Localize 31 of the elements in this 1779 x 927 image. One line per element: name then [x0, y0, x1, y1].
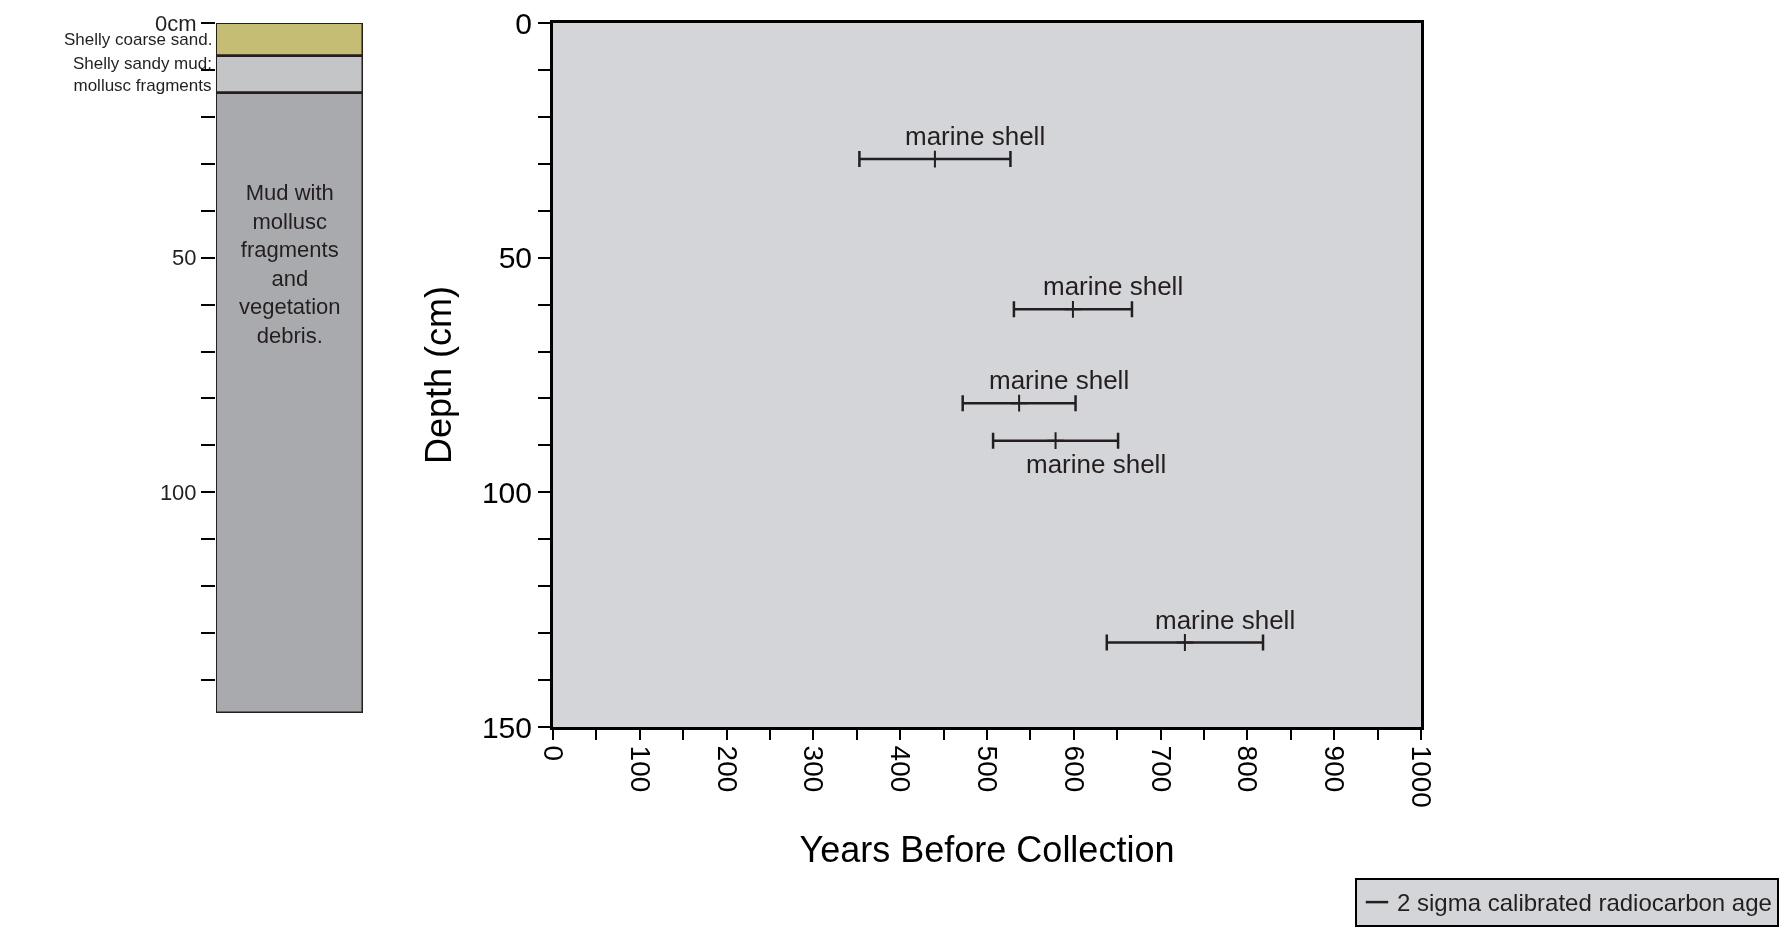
point: [1046, 431, 1065, 451]
series-label: Shelly sandy mud; mollusc fragments: [73, 54, 212, 96]
x-tick-label: 700: [1145, 745, 1177, 793]
legend-label: 2 sigma calibrated radiocarbon age: [1397, 889, 1772, 917]
annotation: marine shell: [1026, 449, 1167, 479]
point: [1009, 393, 1029, 413]
x-tick-label: 800: [1232, 745, 1264, 793]
x-axis-title: Years Before Collection: [799, 828, 1175, 870]
annotation: marine shell: [905, 121, 1046, 151]
point: [1175, 633, 1195, 652]
y-tick-label: 150: [481, 710, 532, 744]
y-tick-label: 50: [172, 245, 197, 271]
y-tick-label: 50: [498, 241, 532, 275]
x-tick-label: 0: [537, 745, 569, 762]
annotation: marine shell: [989, 365, 1130, 395]
point: [1063, 299, 1083, 319]
x-tick-label: 300: [798, 745, 830, 793]
x-tick-label: 600: [1058, 745, 1090, 793]
y-tick-label: 0: [515, 6, 532, 40]
x-tick-label: 100: [624, 745, 656, 793]
x-tick-label: 200: [711, 745, 743, 793]
x-tick-label: 1000: [1405, 745, 1437, 808]
x-tick-label: 900: [1319, 745, 1351, 793]
series-label: Mud with mollusc fragments and vegetation debris.: [239, 180, 341, 348]
annotation: marine shell: [1043, 271, 1184, 301]
annotation: marine shell: [1155, 605, 1296, 635]
y-tick-label: 100: [159, 480, 197, 506]
x-tick-label: 500: [971, 745, 1003, 793]
x-tick-label: 400: [885, 745, 917, 793]
y-axis-title: Depth (cm): [417, 285, 459, 465]
y-tick-label: 100: [481, 475, 532, 509]
